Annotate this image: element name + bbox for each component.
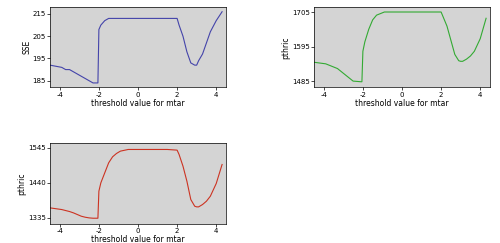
Y-axis label: SSE: SSE <box>22 40 31 54</box>
X-axis label: threshold value for mtar: threshold value for mtar <box>91 235 185 243</box>
X-axis label: threshold value for mtar: threshold value for mtar <box>355 99 449 108</box>
Y-axis label: pthric: pthric <box>18 172 26 195</box>
X-axis label: threshold value for mtar: threshold value for mtar <box>91 99 185 108</box>
Y-axis label: pthric: pthric <box>282 36 290 59</box>
